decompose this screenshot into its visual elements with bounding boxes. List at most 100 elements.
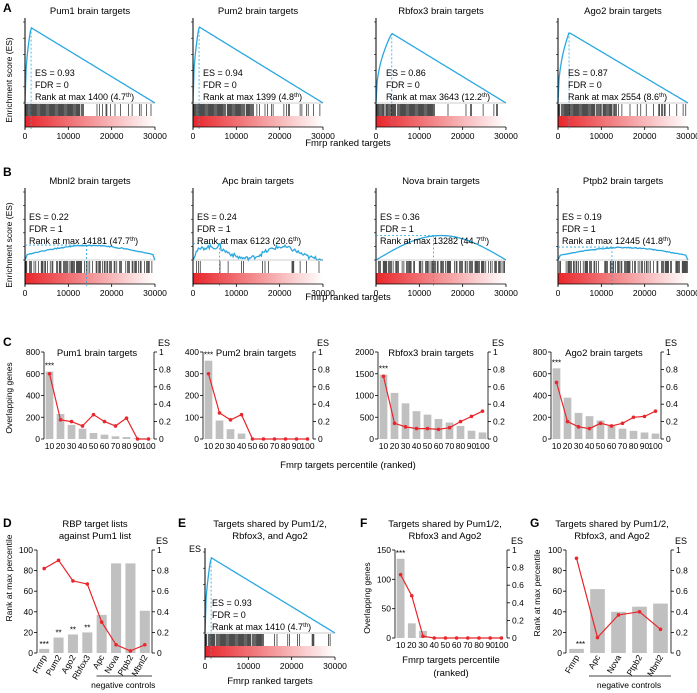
bar-Mbnl2 [139,610,150,653]
x-tick-label: 0 [556,131,561,141]
category-label: 10 [552,441,562,451]
x-tick-label: 30000 [676,131,697,141]
es-curve [375,234,507,261]
rank-gradient-bar [25,273,155,284]
es-point-30 [576,425,581,429]
es-point-60 [454,636,459,640]
es-plot-B-3 [557,246,689,284]
plot-title: Pum2 brain targets [218,6,299,17]
category-label: Mbnl2 [645,653,665,678]
bar-20 [563,397,572,439]
es-curve [24,26,156,104]
es-value: ES = 0.86 [386,68,426,78]
es-point-60 [436,427,441,432]
es-tick-label: 0.6 [666,382,678,392]
es-curve [192,243,324,262]
es-point-30 [228,418,233,422]
negative-controls-label: negative controls [91,680,155,690]
es-tick-label: 1 [676,545,681,555]
es-tick-label: 0.8 [512,563,524,573]
es-point-80 [124,416,129,420]
es-point-40 [587,426,592,431]
category-label: Pum2 [44,653,64,677]
es-point-Apc [595,635,600,640]
fdr-value: FDR = 0 [212,610,246,620]
x-axis-label: (ranked) [433,668,468,679]
fdr-value: FDR = 0 [568,80,602,90]
plot-title: Rbfox3, and Ago2 [574,531,650,542]
es-tick-label: 0.2 [318,417,330,427]
es-tick-label: 1 [666,347,671,357]
category-label: 60 [434,441,444,451]
bar-70 [618,428,627,439]
y-tick-label: 400 [185,347,199,357]
bar-Ago2 [67,634,78,653]
es-point-10 [206,371,211,376]
fdr-value: FDR = 1 [197,224,231,234]
x-tick-label: 30000 [494,288,518,298]
x-tick-label: 10000 [57,131,81,141]
es-tick-label: 0 [157,648,162,658]
negative-controls-label: negative controls [597,680,661,690]
panel-letter-B: B [3,165,12,179]
significance: *** [45,362,54,371]
es-point-Rbfox3 [85,582,90,586]
es-point-70 [272,437,277,441]
x-tick-label: 10000 [590,131,614,141]
x-tick-label: 30000 [311,131,335,141]
x-tick-label: 30000 [143,131,167,141]
y-tick-label: 1500 [355,369,374,379]
es-value: ES = 0.94 [203,68,243,78]
es-tick-label: 0.2 [157,627,169,637]
category-label: 90 [485,640,495,650]
x-tick-label: 0 [556,288,561,298]
rank-gradient-bar [558,116,688,127]
close-paren: ) [668,236,671,246]
es-value: ES = 0.22 [29,212,69,222]
category-label: 30 [574,441,584,451]
es-line [207,373,308,440]
close-paren: ) [664,92,667,102]
category-label: 80 [122,441,132,451]
y-tick-label: 2000 [355,347,374,357]
x-tick-label: 0 [374,131,379,141]
bar-80 [122,437,131,439]
y-tick-label: 100 [185,412,199,422]
y-tick-label: 600 [533,369,547,379]
x-axis-label: Fmrp ranked targets [305,138,391,149]
category-label: 10 [45,441,55,451]
bar-plot-G [569,556,668,653]
es-line [43,559,146,652]
panel-letter-E: E [178,516,186,530]
y-tick-label: 60 [24,586,34,596]
es-tick-label: 0.8 [676,566,688,576]
fdr-value: FDR = 1 [380,224,414,234]
panel-letter-D: D [3,516,12,530]
plot-title: Targets shared by Pum1/2, [213,519,327,530]
x-tick-label: 20000 [280,661,304,671]
es-line [555,382,656,430]
plot-title: Mbnl2 brain targets [49,176,131,187]
category-label: 70 [463,640,473,650]
bar-Pum2 [53,637,64,653]
es-point-Fmrp [574,556,579,561]
x-tick-label: 0 [191,131,196,141]
y-axis-label: Enrichment score (ES) [4,37,14,123]
es-plot-E [204,556,336,657]
x-tick-label: 10000 [225,288,249,298]
category-label: 10 [379,441,389,451]
plot-title: Rbfox3 brain targets [398,6,484,17]
es-line [400,574,502,639]
significance: ** [84,623,90,632]
fdr-value: FDR = 0 [203,80,237,90]
es-axis-title: ES [511,536,523,546]
x-tick-label: 20000 [633,131,657,141]
es-tick-label: 0.8 [666,364,678,374]
plot-title: Apc brain targets [222,176,294,187]
close-paren: ) [486,236,489,246]
es-curve [204,556,336,634]
es-point-100 [499,636,504,640]
bar-plot-C-2 [379,374,487,439]
es-point-40 [239,412,244,417]
